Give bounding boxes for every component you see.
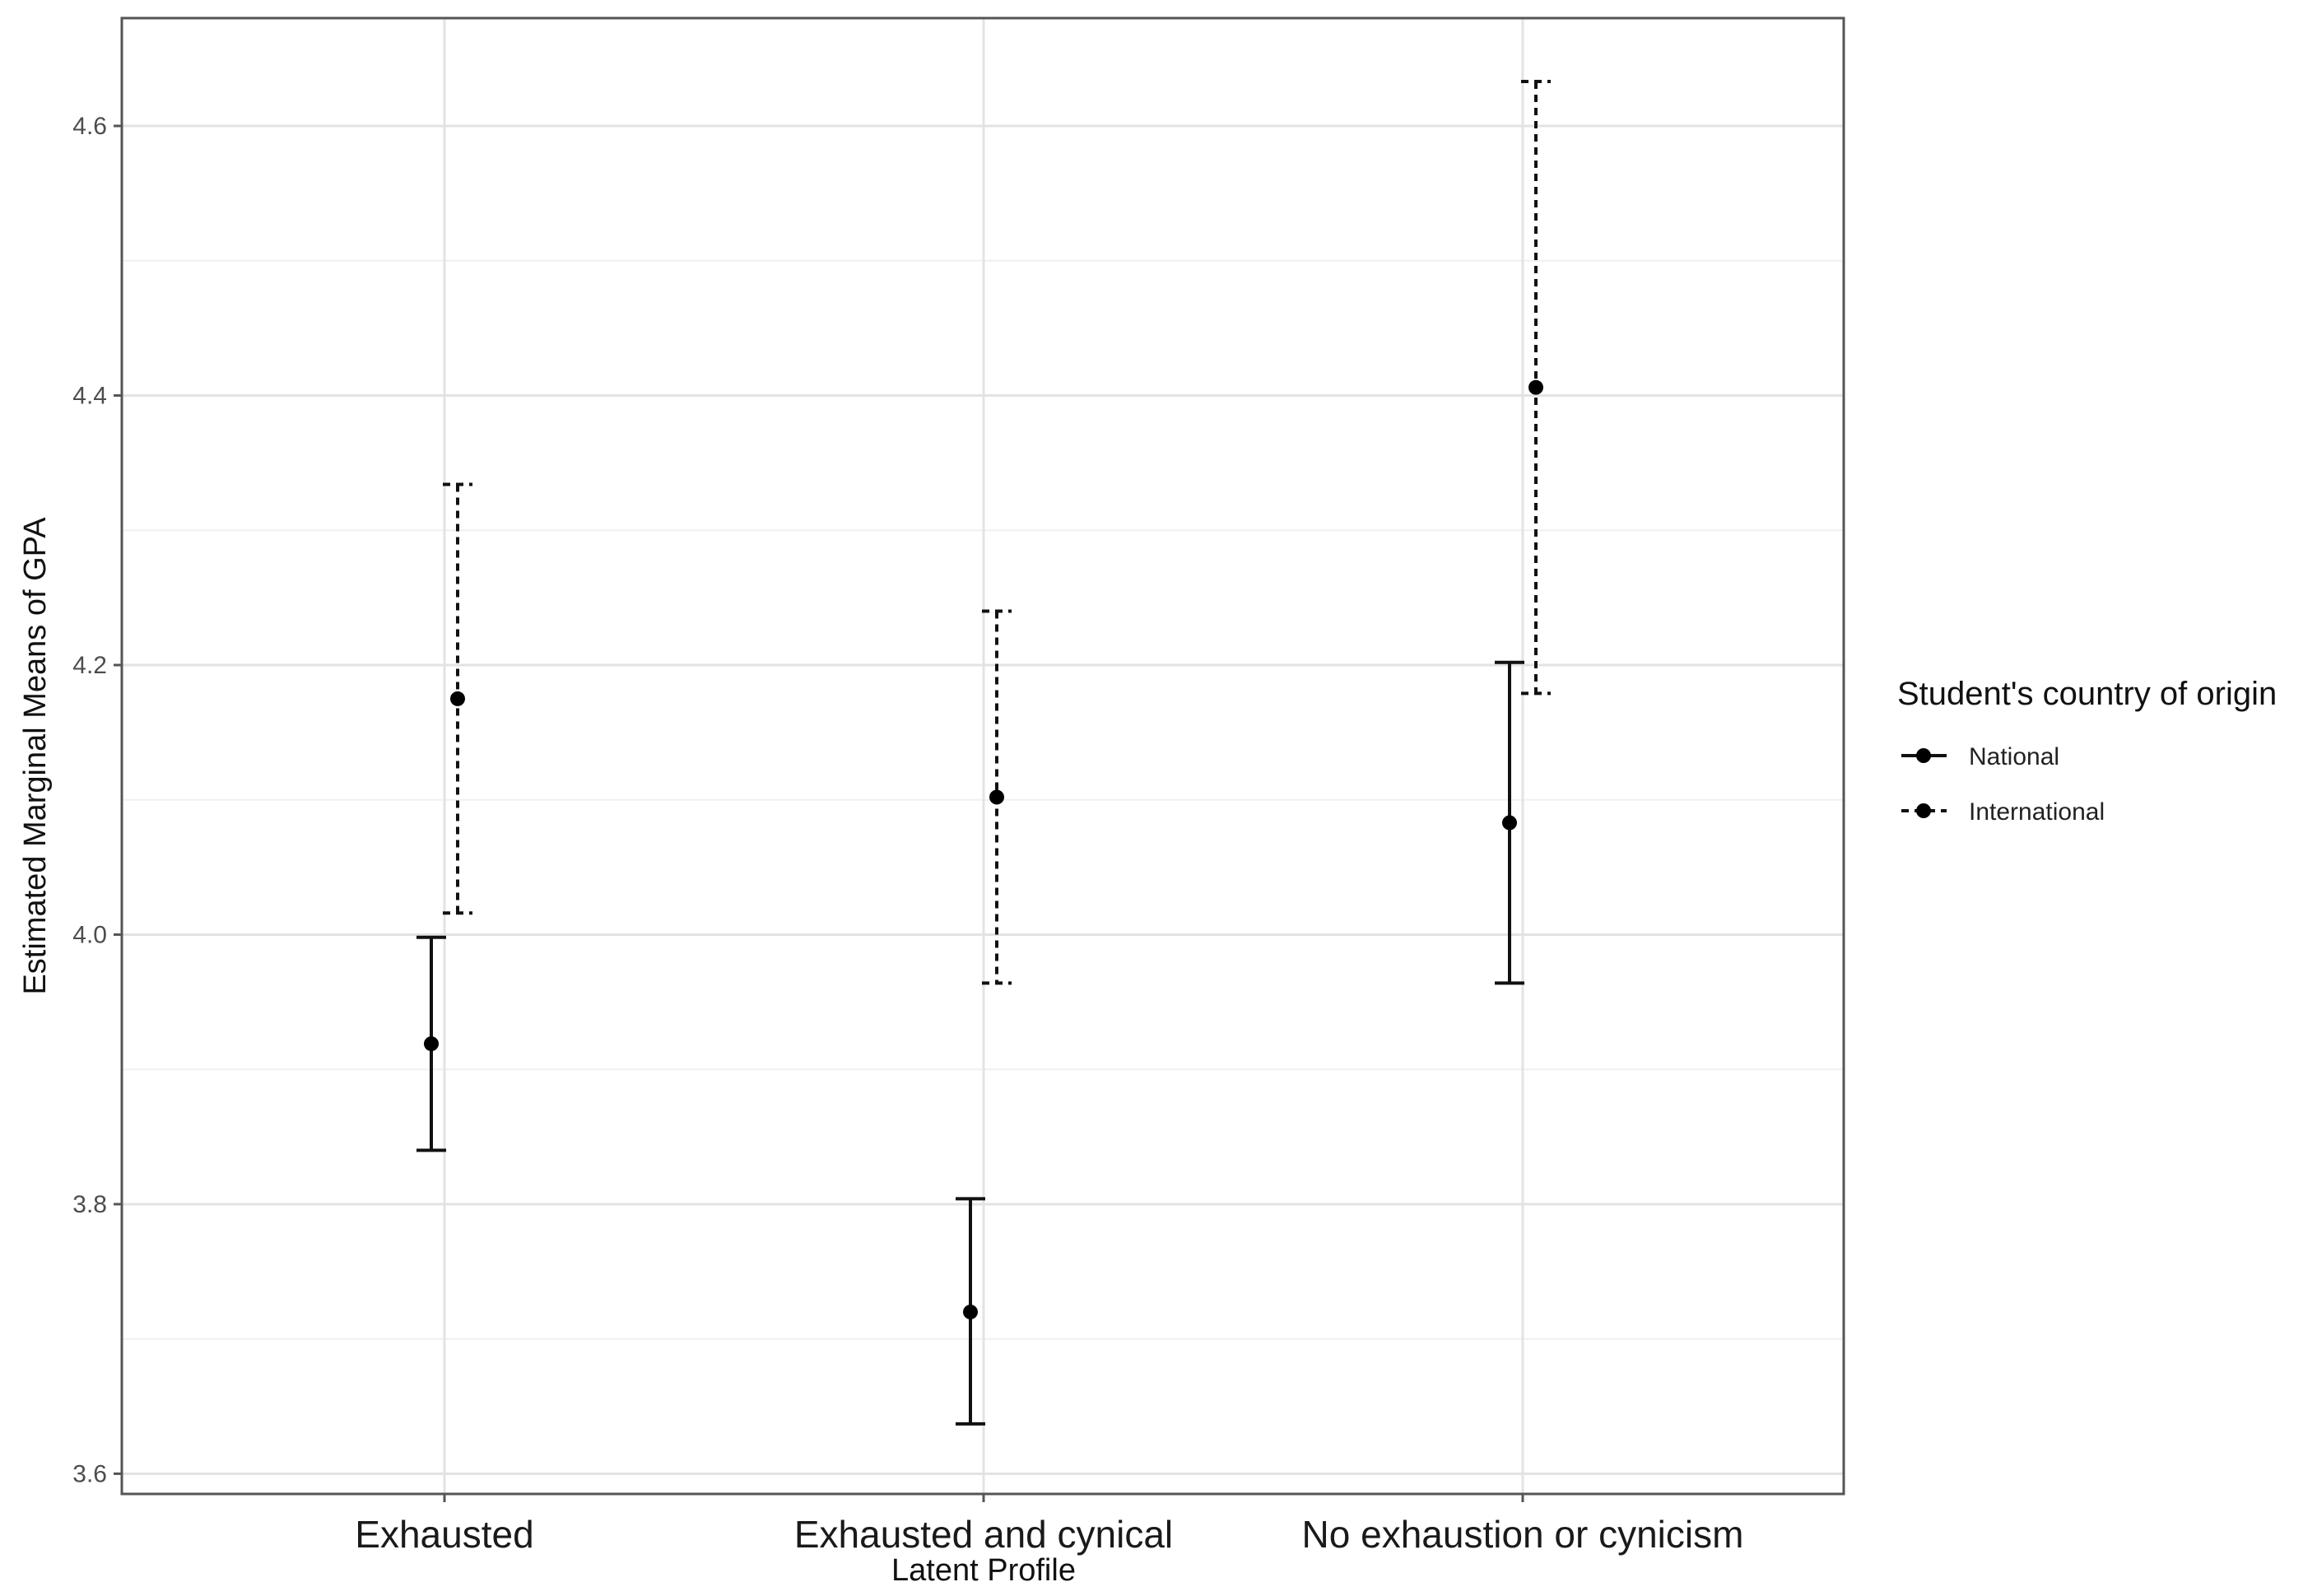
data-point bbox=[963, 1304, 978, 1319]
legend-items: National International bbox=[1901, 743, 2105, 826]
y-tick-label: 3.8 bbox=[72, 1191, 107, 1218]
y-tick-label: 4.6 bbox=[72, 113, 107, 140]
data-point bbox=[1502, 815, 1517, 831]
legend-title: Student's country of origin bbox=[1897, 676, 2277, 712]
x-tick-label: No exhaustion or cynicism bbox=[1302, 1513, 1744, 1556]
legend: Student's country of origin National Inte… bbox=[1897, 676, 2277, 826]
data-layer bbox=[416, 79, 1551, 1426]
legend-key-point bbox=[1916, 748, 1931, 763]
x-axis-title: Latent Profile bbox=[891, 1553, 1076, 1588]
legend-label: National bbox=[1969, 743, 2059, 770]
y-tick-label: 4.2 bbox=[72, 652, 107, 679]
data-point bbox=[1528, 379, 1543, 395]
data-point bbox=[450, 691, 465, 706]
series-international bbox=[443, 79, 1551, 985]
legend-item: International bbox=[1901, 798, 2105, 826]
data-point bbox=[989, 789, 1004, 805]
series-national bbox=[416, 660, 1524, 1426]
y-axis-ticks: 3.6 3.8 4.0 4.2 4.4 4.6 bbox=[72, 113, 122, 1487]
legend-label: International bbox=[1969, 798, 2105, 826]
x-tick-label: Exhausted and cynical bbox=[794, 1513, 1173, 1556]
y-tick-label: 4.4 bbox=[72, 382, 107, 409]
x-tick-label: Exhausted bbox=[355, 1513, 533, 1556]
grid-lines bbox=[122, 18, 1844, 1494]
y-axis-title: Estimated Marginal Means of GPA bbox=[18, 517, 53, 995]
legend-key-point bbox=[1916, 803, 1931, 818]
data-point bbox=[424, 1036, 439, 1052]
y-tick-label: 4.0 bbox=[72, 921, 107, 948]
legend-item: National bbox=[1901, 743, 2059, 770]
y-tick-label: 3.6 bbox=[72, 1460, 107, 1487]
x-axis-ticks: Exhausted Exhausted and cynical No exhaust… bbox=[355, 1494, 1743, 1556]
